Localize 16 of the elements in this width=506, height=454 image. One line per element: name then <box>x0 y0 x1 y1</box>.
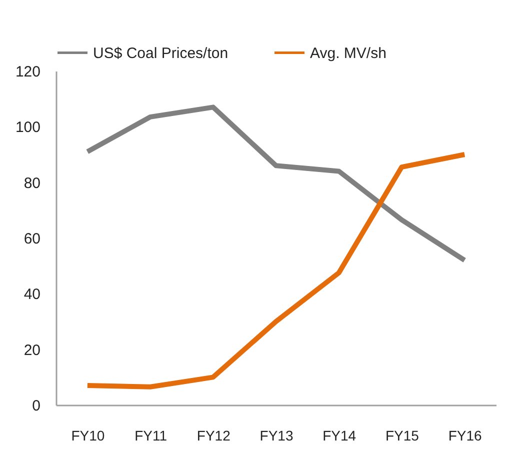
y-tick-label: 40 <box>24 286 40 304</box>
x-tick-label: FY11 <box>134 428 168 444</box>
y-tick-label: 120 <box>15 64 40 80</box>
x-tick-label: FY16 <box>448 428 482 444</box>
x-tick-label: FY13 <box>260 428 294 444</box>
y-tick-label: 20 <box>24 342 40 359</box>
y-tick-label: 0 <box>32 398 40 414</box>
x-tick-label: FY10 <box>71 428 105 444</box>
y-tick-label: 80 <box>24 174 40 192</box>
legend-label: Avg. MV/sh <box>310 44 386 62</box>
legend-label: US$ Coal Prices/ton <box>93 44 228 62</box>
x-tick-label: FY14 <box>322 428 356 444</box>
x-tick-label: FY15 <box>385 428 420 444</box>
y-tick-label: 60 <box>24 230 40 248</box>
y-tick-label: 100 <box>15 119 40 136</box>
x-tick-label: FY12 <box>196 428 231 444</box>
